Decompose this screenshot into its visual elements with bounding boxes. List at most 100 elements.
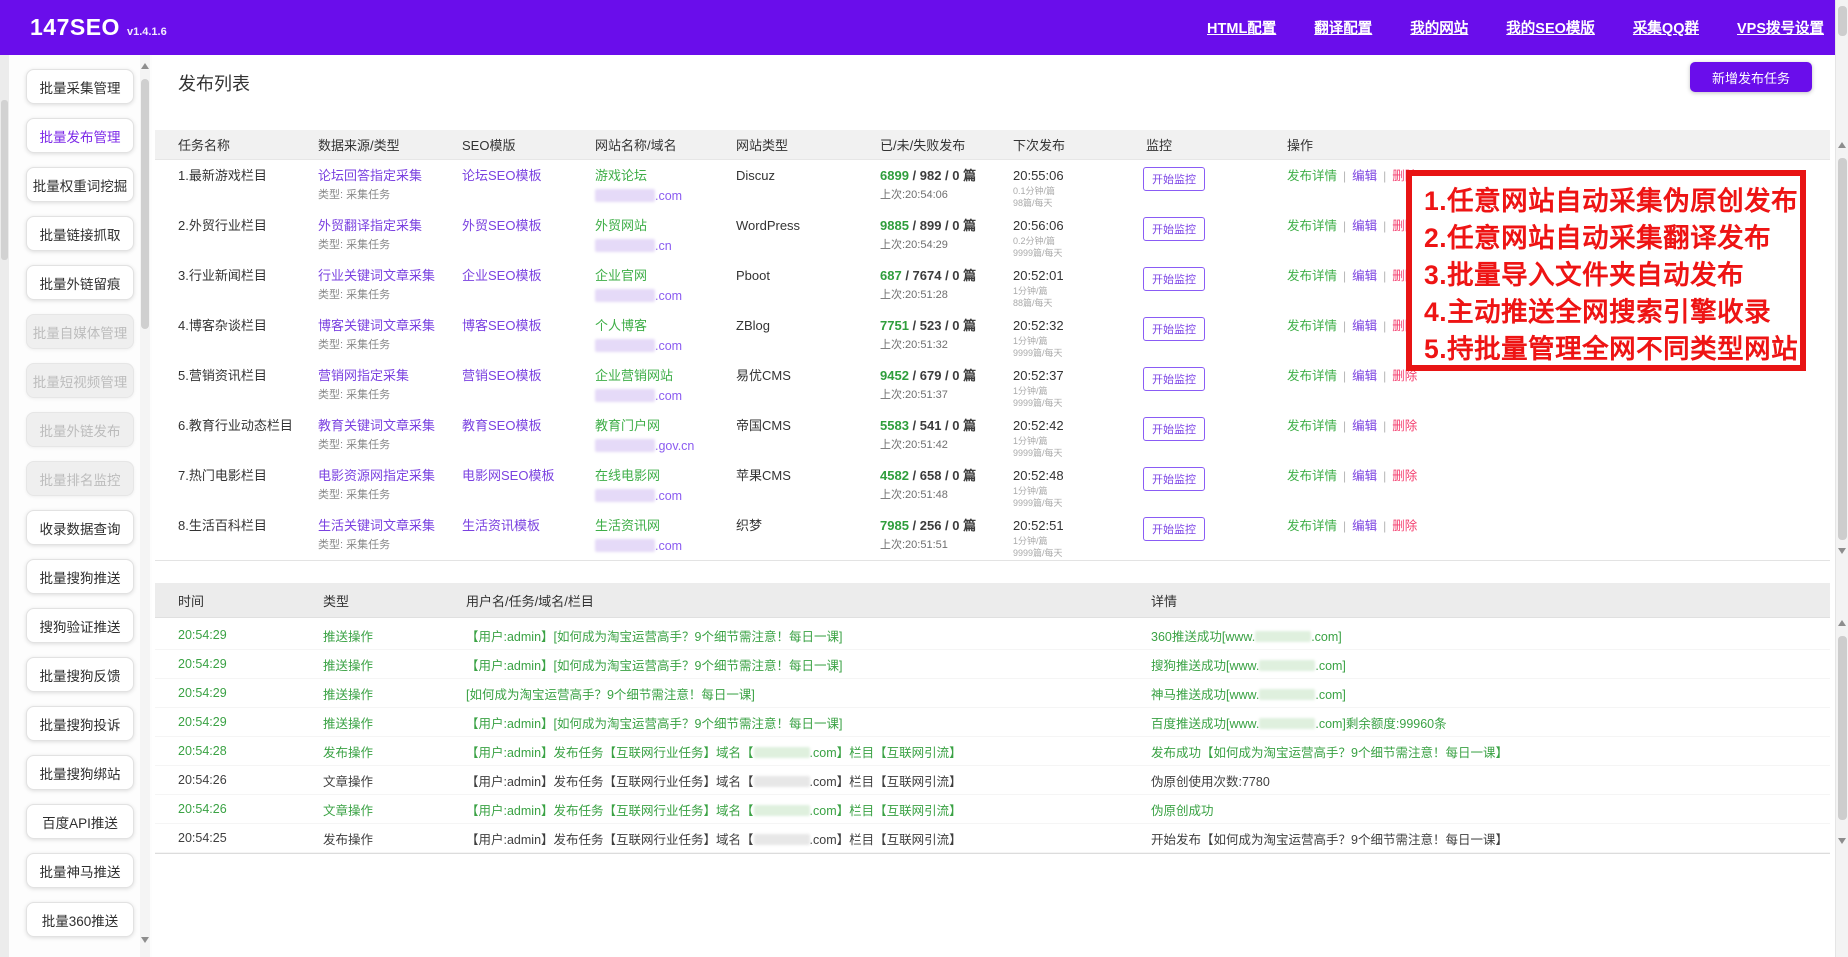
nav-my-seo-templates[interactable]: 我的SEO模版 xyxy=(1506,21,1595,37)
sidebar-item-short-video[interactable]: 批量短视频管理 xyxy=(26,363,134,398)
seo-template-link[interactable]: 教育SEO模板 xyxy=(462,418,542,433)
nav-translate-config[interactable]: 翻译配置 xyxy=(1314,21,1373,37)
sidebar-item-sogou-verify-push[interactable]: 搜狗验证推送 xyxy=(26,608,134,643)
publish-table-body: 1.最新游戏栏目 论坛回答指定采集 类型: 采集任务 论坛SEO模板 游戏论坛 … xyxy=(155,160,1830,561)
publish-scroll-up-icon[interactable] xyxy=(1838,142,1846,148)
sidebar-item-360-push[interactable]: 批量360推送 xyxy=(26,902,134,937)
last-publish-time: 上次:20:51:42 xyxy=(880,439,948,451)
edit-link[interactable]: 编辑 xyxy=(1352,219,1378,233)
publish-detail-link[interactable]: 发布详情 xyxy=(1287,519,1338,533)
sidebar-item-sogou-complaint[interactable]: 批量搜狗投诉 xyxy=(26,706,134,741)
separator: | xyxy=(1383,269,1387,283)
sidebar-item-link-grab[interactable]: 批量链接抓取 xyxy=(26,216,134,251)
edit-link[interactable]: 编辑 xyxy=(1352,269,1378,283)
sidebar-item-sogou-push[interactable]: 批量搜狗推送 xyxy=(26,559,134,594)
edit-link[interactable]: 编辑 xyxy=(1352,519,1378,533)
delete-link[interactable]: 删除 xyxy=(1392,519,1418,533)
scrollbar-thumb[interactable] xyxy=(1838,6,1847,36)
sidebar-item-backlink-trace[interactable]: 批量外链留痕 xyxy=(26,265,134,300)
redacted-domain xyxy=(1259,688,1316,700)
seo-template-link[interactable]: 论坛SEO模板 xyxy=(462,168,542,183)
sidebar-item-sogou-feedback[interactable]: 批量搜狗反馈 xyxy=(26,657,134,692)
publish-detail-link[interactable]: 发布详情 xyxy=(1287,469,1338,483)
start-monitor-button[interactable]: 开始监控 xyxy=(1143,167,1205,191)
source-link[interactable]: 论坛回答指定采集 xyxy=(318,168,423,183)
source-link[interactable]: 营销网指定采集 xyxy=(318,368,410,383)
start-monitor-button[interactable]: 开始监控 xyxy=(1143,217,1205,241)
log-time: 20:54:29 xyxy=(178,715,227,729)
edit-link[interactable]: 编辑 xyxy=(1352,469,1378,483)
start-monitor-button[interactable]: 开始监控 xyxy=(1143,467,1205,491)
seo-template-link[interactable]: 博客SEO模板 xyxy=(462,318,542,333)
publish-detail-link[interactable]: 发布详情 xyxy=(1287,319,1338,333)
sidebar-item-batch-publish[interactable]: 批量发布管理 xyxy=(26,118,134,153)
edit-link[interactable]: 编辑 xyxy=(1352,419,1378,433)
log-scroll-down-icon[interactable] xyxy=(1838,838,1846,844)
sidebar-item-we-media[interactable]: 批量自媒体管理 xyxy=(26,314,134,349)
seo-template-link[interactable]: 外贸SEO模板 xyxy=(462,218,542,233)
site-domain[interactable]: .gov.cn xyxy=(595,437,736,455)
start-monitor-button[interactable]: 开始监控 xyxy=(1143,367,1205,391)
publish-scrollbar-thumb[interactable] xyxy=(1838,158,1847,540)
site-domain[interactable]: .com xyxy=(595,287,736,305)
nav-my-sites[interactable]: 我的网站 xyxy=(1410,21,1469,37)
delete-link[interactable]: 删除 xyxy=(1392,469,1418,483)
source-link[interactable]: 外贸翻译指定采集 xyxy=(318,218,423,233)
sidebar-left-scrollbar[interactable] xyxy=(0,55,9,957)
start-monitor-button[interactable]: 开始监控 xyxy=(1143,317,1205,341)
source-link[interactable]: 教育关键词文章采集 xyxy=(318,418,436,433)
seo-template-link[interactable]: 生活资讯模板 xyxy=(462,518,541,533)
scroll-down-icon[interactable] xyxy=(141,937,149,943)
seo-template-link[interactable]: 电影网SEO模板 xyxy=(462,468,555,483)
source-link[interactable]: 行业关键词文章采集 xyxy=(318,268,436,283)
delete-link[interactable]: 删除 xyxy=(1392,419,1418,433)
site-domain[interactable]: .com xyxy=(595,187,736,205)
edit-link[interactable]: 编辑 xyxy=(1352,369,1378,383)
nav-vps-dial-settings[interactable]: VPS拨号设置 xyxy=(1736,21,1824,37)
scrollbar-thumb[interactable] xyxy=(1,100,8,260)
log-scrollbar-thumb[interactable] xyxy=(1838,636,1847,820)
sidebar-scrollbar[interactable] xyxy=(140,55,150,957)
start-monitor-button[interactable]: 开始监控 xyxy=(1143,267,1205,291)
sidebar-item-shenma-push[interactable]: 批量神马推送 xyxy=(26,853,134,888)
publish-detail-link[interactable]: 发布详情 xyxy=(1287,269,1338,283)
add-publish-task-button[interactable]: 新增发布任务 xyxy=(1690,62,1812,92)
sidebar-item-baidu-api-push[interactable]: 百度API推送 xyxy=(26,804,134,839)
sidebar-item-weight-words[interactable]: 批量权重词挖掘 xyxy=(26,167,134,202)
scrollbar-thumb[interactable] xyxy=(141,79,149,329)
redacted-domain xyxy=(1255,630,1312,642)
publish-scroll-down-icon[interactable] xyxy=(1838,548,1846,554)
log-task: 【用户:admin】[如何成为淘宝运营高手？9个细节需注意！每日一课] xyxy=(466,629,843,644)
sidebar-item-index-query[interactable]: 收录数据查询 xyxy=(26,510,134,545)
publish-detail-link[interactable]: 发布详情 xyxy=(1287,169,1338,183)
start-monitor-button[interactable]: 开始监控 xyxy=(1143,417,1205,441)
delete-link[interactable]: 删除 xyxy=(1392,369,1418,383)
seo-template-link[interactable]: 营销SEO模板 xyxy=(462,368,542,383)
edit-link[interactable]: 编辑 xyxy=(1352,319,1378,333)
task-type: 类型: 采集任务 xyxy=(318,489,391,501)
nav-html-config[interactable]: HTML配置 xyxy=(1207,21,1277,37)
site-domain[interactable]: .com xyxy=(595,387,736,405)
site-domain[interactable]: .com xyxy=(595,487,736,505)
site-domain[interactable]: .com xyxy=(595,537,736,555)
log-scroll-up-icon[interactable] xyxy=(1838,620,1846,626)
publish-detail-link[interactable]: 发布详情 xyxy=(1287,369,1338,383)
nav-collect-qq-group[interactable]: 采集QQ群 xyxy=(1632,21,1699,37)
publish-detail-link[interactable]: 发布详情 xyxy=(1287,219,1338,233)
publish-detail-link[interactable]: 发布详情 xyxy=(1287,419,1338,433)
sidebar-item-batch-collect[interactable]: 批量采集管理 xyxy=(26,69,134,104)
edit-link[interactable]: 编辑 xyxy=(1352,169,1378,183)
seo-template-link[interactable]: 企业SEO模板 xyxy=(462,268,542,283)
start-monitor-button[interactable]: 开始监控 xyxy=(1143,517,1205,541)
source-link[interactable]: 电影资源网指定采集 xyxy=(318,468,436,483)
site-domain[interactable]: .com xyxy=(595,337,736,355)
site-domain[interactable]: .cn xyxy=(595,237,736,255)
source-link[interactable]: 博客关键词文章采集 xyxy=(318,318,436,333)
scroll-up-icon[interactable] xyxy=(141,63,149,69)
sidebar-item-rank-monitor[interactable]: 批量排名监控 xyxy=(26,461,134,496)
source-link[interactable]: 生活关键词文章采集 xyxy=(318,518,436,533)
sidebar-item-sogou-bind-site[interactable]: 批量搜狗绑站 xyxy=(26,755,134,790)
sidebar-item-backlink-publish[interactable]: 批量外链发布 xyxy=(26,412,134,447)
window-scrollbar[interactable] xyxy=(1835,0,1848,957)
